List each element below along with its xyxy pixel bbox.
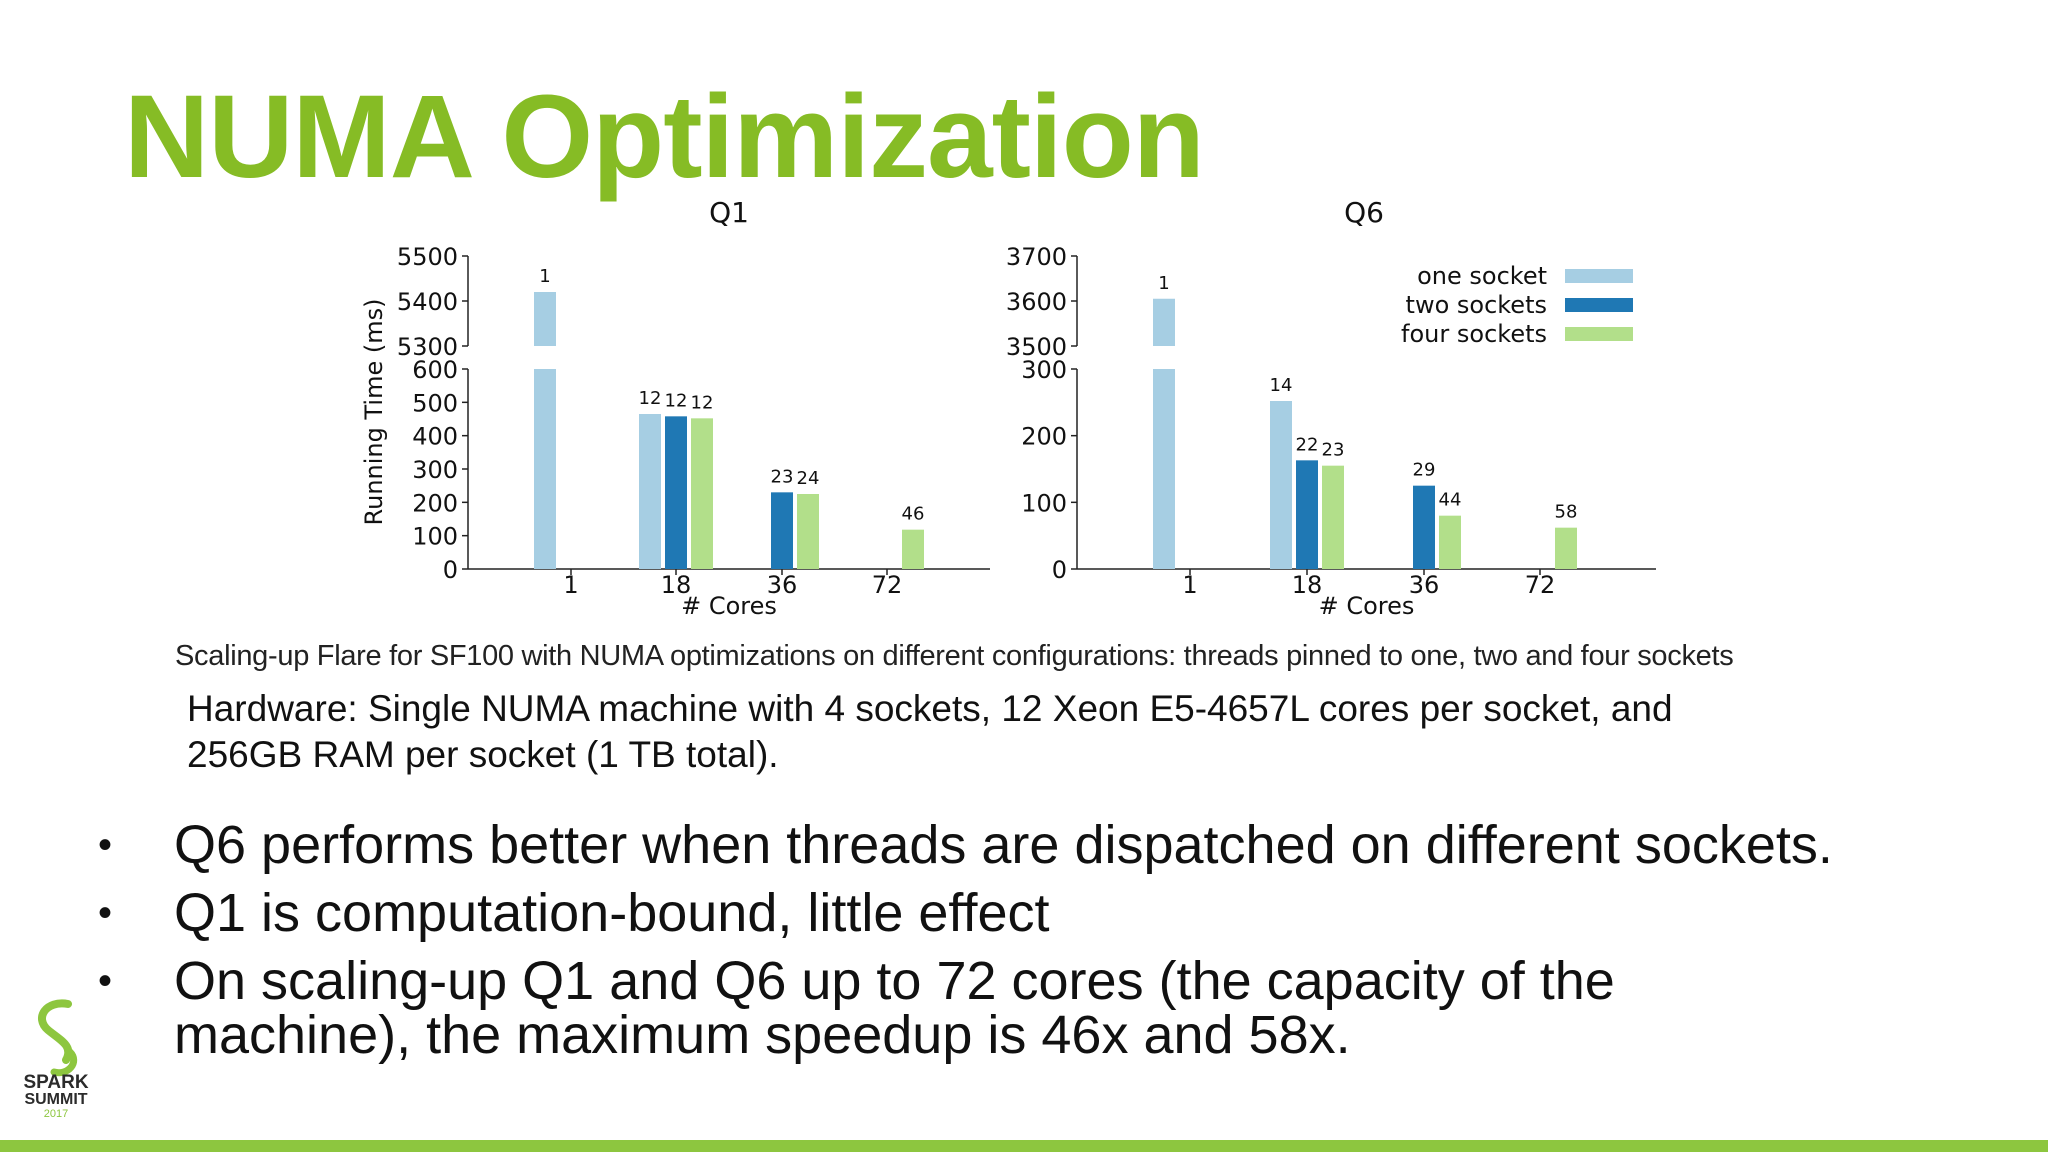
bullet-dot: • — [98, 823, 113, 867]
bar — [534, 369, 556, 569]
y-tick-label: 0 — [443, 556, 458, 584]
data-label: 23 — [771, 466, 794, 487]
data-label: 58 — [1555, 502, 1578, 523]
x-tick-label: 18 — [661, 571, 692, 599]
bar — [797, 494, 819, 569]
data-label: 44 — [1439, 490, 1462, 511]
data-label: 24 — [797, 468, 820, 489]
y-tick-label: 400 — [412, 423, 458, 451]
data-label: 12 — [691, 392, 714, 413]
y-tick-label: 100 — [412, 523, 458, 551]
hardware-note: Hardware: Single NUMA machine with 4 soc… — [187, 686, 1673, 778]
charts-area: Q1 5300 5400 5500 0 100 200 300 400 500 600 1 18 36 72… — [360, 196, 1656, 620]
x-tick-label: 18 — [1292, 571, 1323, 599]
bar — [691, 418, 713, 569]
slide-title: NUMA Optimization — [124, 71, 1205, 203]
y-axis-label: Running Time (ms) — [360, 299, 388, 526]
bullet-item: • Q1 is computation-bound, little effect — [90, 886, 1833, 940]
y-tick-label: 5300 — [397, 333, 458, 361]
y-tick-label: 300 — [1021, 356, 1067, 384]
x-tick-label: 36 — [767, 571, 798, 599]
logo-line-summit: SUMMIT — [24, 1091, 87, 1108]
legend-label: one socket — [1417, 262, 1547, 290]
x-tick-label: 1 — [1182, 571, 1197, 599]
data-label: 1 — [1158, 273, 1169, 294]
bullet-text: Q1 is computation-bound, little effect — [174, 883, 1050, 943]
footer-bar — [0, 1140, 2048, 1152]
legend-label: two sockets — [1406, 291, 1547, 319]
y-tick-label: 200 — [412, 489, 458, 517]
bullet-text: On scaling-up Q1 and Q6 up to 72 cores (… — [174, 951, 1615, 1011]
data-label: 22 — [1296, 434, 1319, 455]
chart-title: Q6 — [1344, 196, 1384, 229]
x-tick-label: 36 — [1409, 571, 1440, 599]
bar — [1270, 401, 1292, 569]
logo-year: 2017 — [44, 1108, 68, 1120]
y-tick-label: 5500 — [397, 243, 458, 271]
bar — [1439, 515, 1461, 569]
hardware-line: 256GB RAM per socket (1 TB total). — [187, 734, 779, 775]
data-label: 12 — [665, 390, 688, 411]
y-tick-label: 5400 — [397, 288, 458, 316]
bar — [1153, 369, 1175, 569]
legend-swatch — [1565, 327, 1633, 341]
hardware-line: Hardware: Single NUMA machine with 4 soc… — [187, 688, 1673, 729]
bar — [534, 292, 556, 346]
x-axis-label: # Cores — [1319, 592, 1415, 620]
spark-swirl-icon — [38, 999, 78, 1077]
figure-caption: Scaling-up Flare for SF100 with NUMA opt… — [175, 640, 1734, 672]
x-axis-label: # Cores — [681, 592, 777, 620]
x-tick-label: 1 — [563, 571, 578, 599]
bar — [639, 414, 661, 569]
legend-swatch — [1565, 298, 1633, 312]
bar — [1555, 527, 1577, 569]
y-tick-label: 3700 — [1006, 243, 1067, 271]
data-label: 23 — [1322, 440, 1345, 461]
bar — [1413, 485, 1435, 569]
y-tick-label: 100 — [1021, 489, 1067, 517]
bar — [1322, 465, 1344, 569]
y-tick-label: 300 — [412, 456, 458, 484]
y-tick-label: 500 — [412, 389, 458, 417]
bullet-text: machine), the maximum speedup is 46x and… — [174, 1005, 1351, 1065]
data-label: 46 — [902, 504, 925, 525]
data-label: 14 — [1270, 375, 1293, 396]
y-tick-label: 0 — [1052, 556, 1067, 584]
bar — [665, 416, 687, 569]
y-tick-label: 600 — [412, 356, 458, 384]
bullet-text: Q6 performs better when threads are disp… — [174, 815, 1833, 875]
x-tick-label: 72 — [1525, 571, 1556, 599]
y-tick-label: 3600 — [1006, 288, 1067, 316]
data-label: 1 — [539, 266, 550, 287]
y-tick-label: 200 — [1021, 423, 1067, 451]
y-tick-label: 3500 — [1006, 333, 1067, 361]
x-tick-label: 72 — [872, 571, 903, 599]
bullet-item: • On scaling-up Q1 and Q6 up to 72 cores… — [90, 954, 1833, 1062]
bullet-item: • Q6 performs better when threads are di… — [90, 818, 1833, 872]
logo-line-spark: SPARK — [23, 1072, 88, 1093]
legend-label: four sockets — [1401, 320, 1547, 348]
bullet-dot: • — [98, 891, 113, 935]
bar — [1153, 298, 1175, 346]
data-label: 12 — [639, 388, 662, 409]
bullet-dot: • — [98, 959, 113, 1003]
bar — [1296, 460, 1318, 569]
legend-swatch — [1565, 269, 1633, 283]
bar — [771, 492, 793, 569]
spark-summit-logo: SPARK SUMMIT 2017 — [23, 999, 89, 1120]
bullet-list: • Q6 performs better when threads are di… — [90, 818, 1833, 1076]
chart-title: Q1 — [709, 196, 749, 229]
data-label: 29 — [1413, 460, 1436, 481]
bar — [902, 529, 924, 569]
